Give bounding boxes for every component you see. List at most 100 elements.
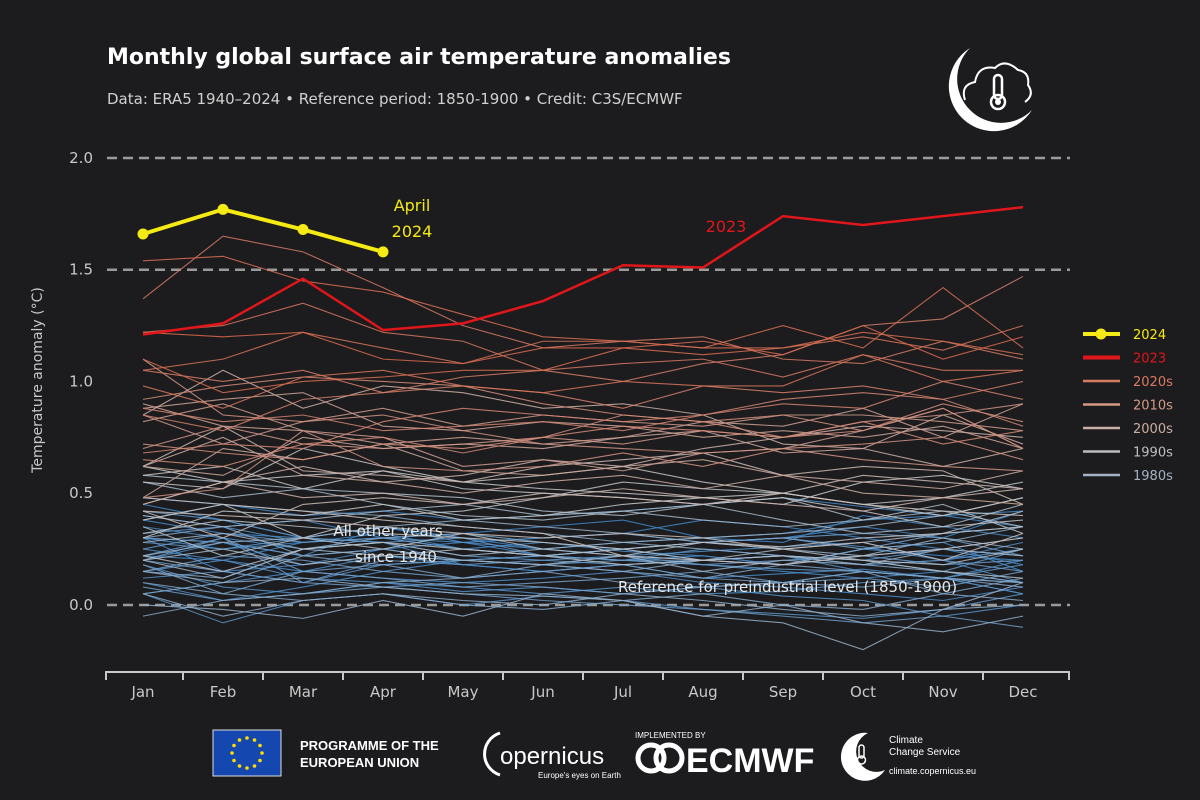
line-year-1990 [142,447,1024,505]
x-tick-label-mar: Mar [289,683,318,701]
y-tick-label: 0.5 [69,484,93,502]
c3s-text-2: Change Service [889,747,961,758]
annotation-other-years-1: All other years [333,522,443,540]
eu-star [252,738,257,742]
line-year-2019 [142,325,1024,371]
x-tick-label-may: May [447,683,478,701]
legend-item-2023: 2023 [1083,352,1166,367]
line-year-1994 [142,474,1024,539]
line-year-1976 [142,582,1024,651]
legend-item-1980s: 1980s [1083,469,1173,484]
line-year-1964 [142,559,1024,628]
eu-programme-text-1: PROGRAMME OF THE [300,738,439,753]
copernicus-tagline: Europe's eyes on Earth [538,771,621,780]
legend-item-2020s: 2020s [1083,375,1173,390]
x-tick-label-apr: Apr [370,683,397,701]
line-year-1999 [142,436,1024,494]
x-tick-label-feb: Feb [210,683,237,701]
line-year-1985 [142,541,1024,572]
point-2024-apr [377,246,389,258]
line-year-1967 [142,564,1024,595]
x-tick-label-nov: Nov [928,683,957,701]
annotation-2023: 2023 [706,217,747,236]
footer-logos: PROGRAMME OF THE EUROPEAN UNION opernicu… [212,729,976,781]
x-tick-label-jul: Jul [613,683,632,701]
eu-star [237,764,242,768]
line-year-1981 [142,481,1024,534]
other-years-lines [142,235,1024,651]
y-axis-label: Temperature anomaly (°C) [30,287,46,474]
line-year-1987 [142,481,1024,539]
line-year-2002 [142,392,1024,450]
legend: 2024 2023 2020s 2010s 2000s 1990s 1980s [1083,328,1173,484]
legend-label: 1990s [1133,446,1173,461]
line-year-1974 [142,593,1024,617]
legend-label: 2010s [1133,399,1173,414]
line-year-1998 [142,369,1024,467]
eu-star [260,751,264,755]
eu-star [230,751,234,755]
y-tick-label: 2.0 [69,149,93,167]
copernicus-wordmark: opernicus [500,743,604,770]
eu-star [258,743,262,748]
legend-item-2010s: 2010s [1083,399,1173,414]
annotation-2024: 2024 [392,222,433,241]
line-year-1993 [142,510,1024,561]
x-tick-label-sep: Sep [769,683,797,701]
copernicus-logo: opernicus Europe's eyes on Earth [483,731,621,780]
legend-label: 1980s [1133,469,1173,484]
legend-label: 2020s [1133,375,1173,390]
y-tick-label: 1.5 [69,261,93,279]
line-year-2020 [142,255,1024,349]
line-year-2018 [142,354,1024,409]
line-year-2016 [142,235,1024,365]
legend-label: 2023 [1133,352,1166,367]
chart-subtitle: Data: ERA5 1940–2024 • Reference period:… [107,90,683,108]
line-year-2006 [142,403,1024,450]
legend-label: 2024 [1133,328,1166,343]
point-2024-mar [297,224,309,236]
line-year-2021 [142,331,1024,394]
legend-item-2024: 2024 [1083,328,1166,343]
legend-item-1990s: 1990s [1083,446,1173,461]
line-year-1977 [142,519,1024,557]
x-axis: Jan Feb Mar Apr May Jun Jul Aug Sep Oct Nov Dec [105,671,1070,701]
chart-title: Monthly global surface air temperature a… [107,45,731,70]
point-2024-feb [217,203,229,215]
implemented-by: IMPLEMENTED BY [635,731,706,740]
line-year-2008 [142,430,1024,499]
y-ticks: 0.0 0.5 1.0 1.5 2.0 [69,149,93,614]
legend-item-2000s: 2000s [1083,422,1173,437]
c3s-logo: Climate Change Service climate.copernicu… [840,732,976,781]
line-year-2013 [142,380,1024,432]
x-tick-label-jun: Jun [530,683,554,701]
annotation-other-years-2: since 1940 [355,548,437,566]
line-year-2000 [142,443,1024,505]
eu-star [245,736,249,740]
x-tick-label-oct: Oct [850,683,876,701]
line-2024 [142,207,384,254]
x-tick-label-dec: Dec [1008,683,1037,701]
ecmwf-logo: IMPLEMENTED BY ECMWF [635,731,814,780]
eu-star [252,764,257,768]
y-tick-label: 1.0 [69,372,93,390]
x-tick-label-jan: Jan [130,683,154,701]
line-year-2017 [142,302,1023,378]
line-year-2012 [142,392,1024,454]
line-year-1996 [142,481,1024,512]
eu-star [237,738,242,742]
line-year-2022 [142,325,1024,365]
legend-label: 2000s [1133,422,1173,437]
line-year-1989 [142,492,1024,539]
annotation-april: April [394,196,431,215]
ecmwf-wordmark: ECMWF [686,742,814,780]
highlight-lines [137,203,1024,336]
line-year-1971 [142,582,1024,610]
eu-star [245,766,249,770]
eu-star [258,758,262,763]
line-year-2014 [142,380,1024,432]
legend-marker [1095,328,1107,340]
line-year-1984 [142,526,1024,579]
